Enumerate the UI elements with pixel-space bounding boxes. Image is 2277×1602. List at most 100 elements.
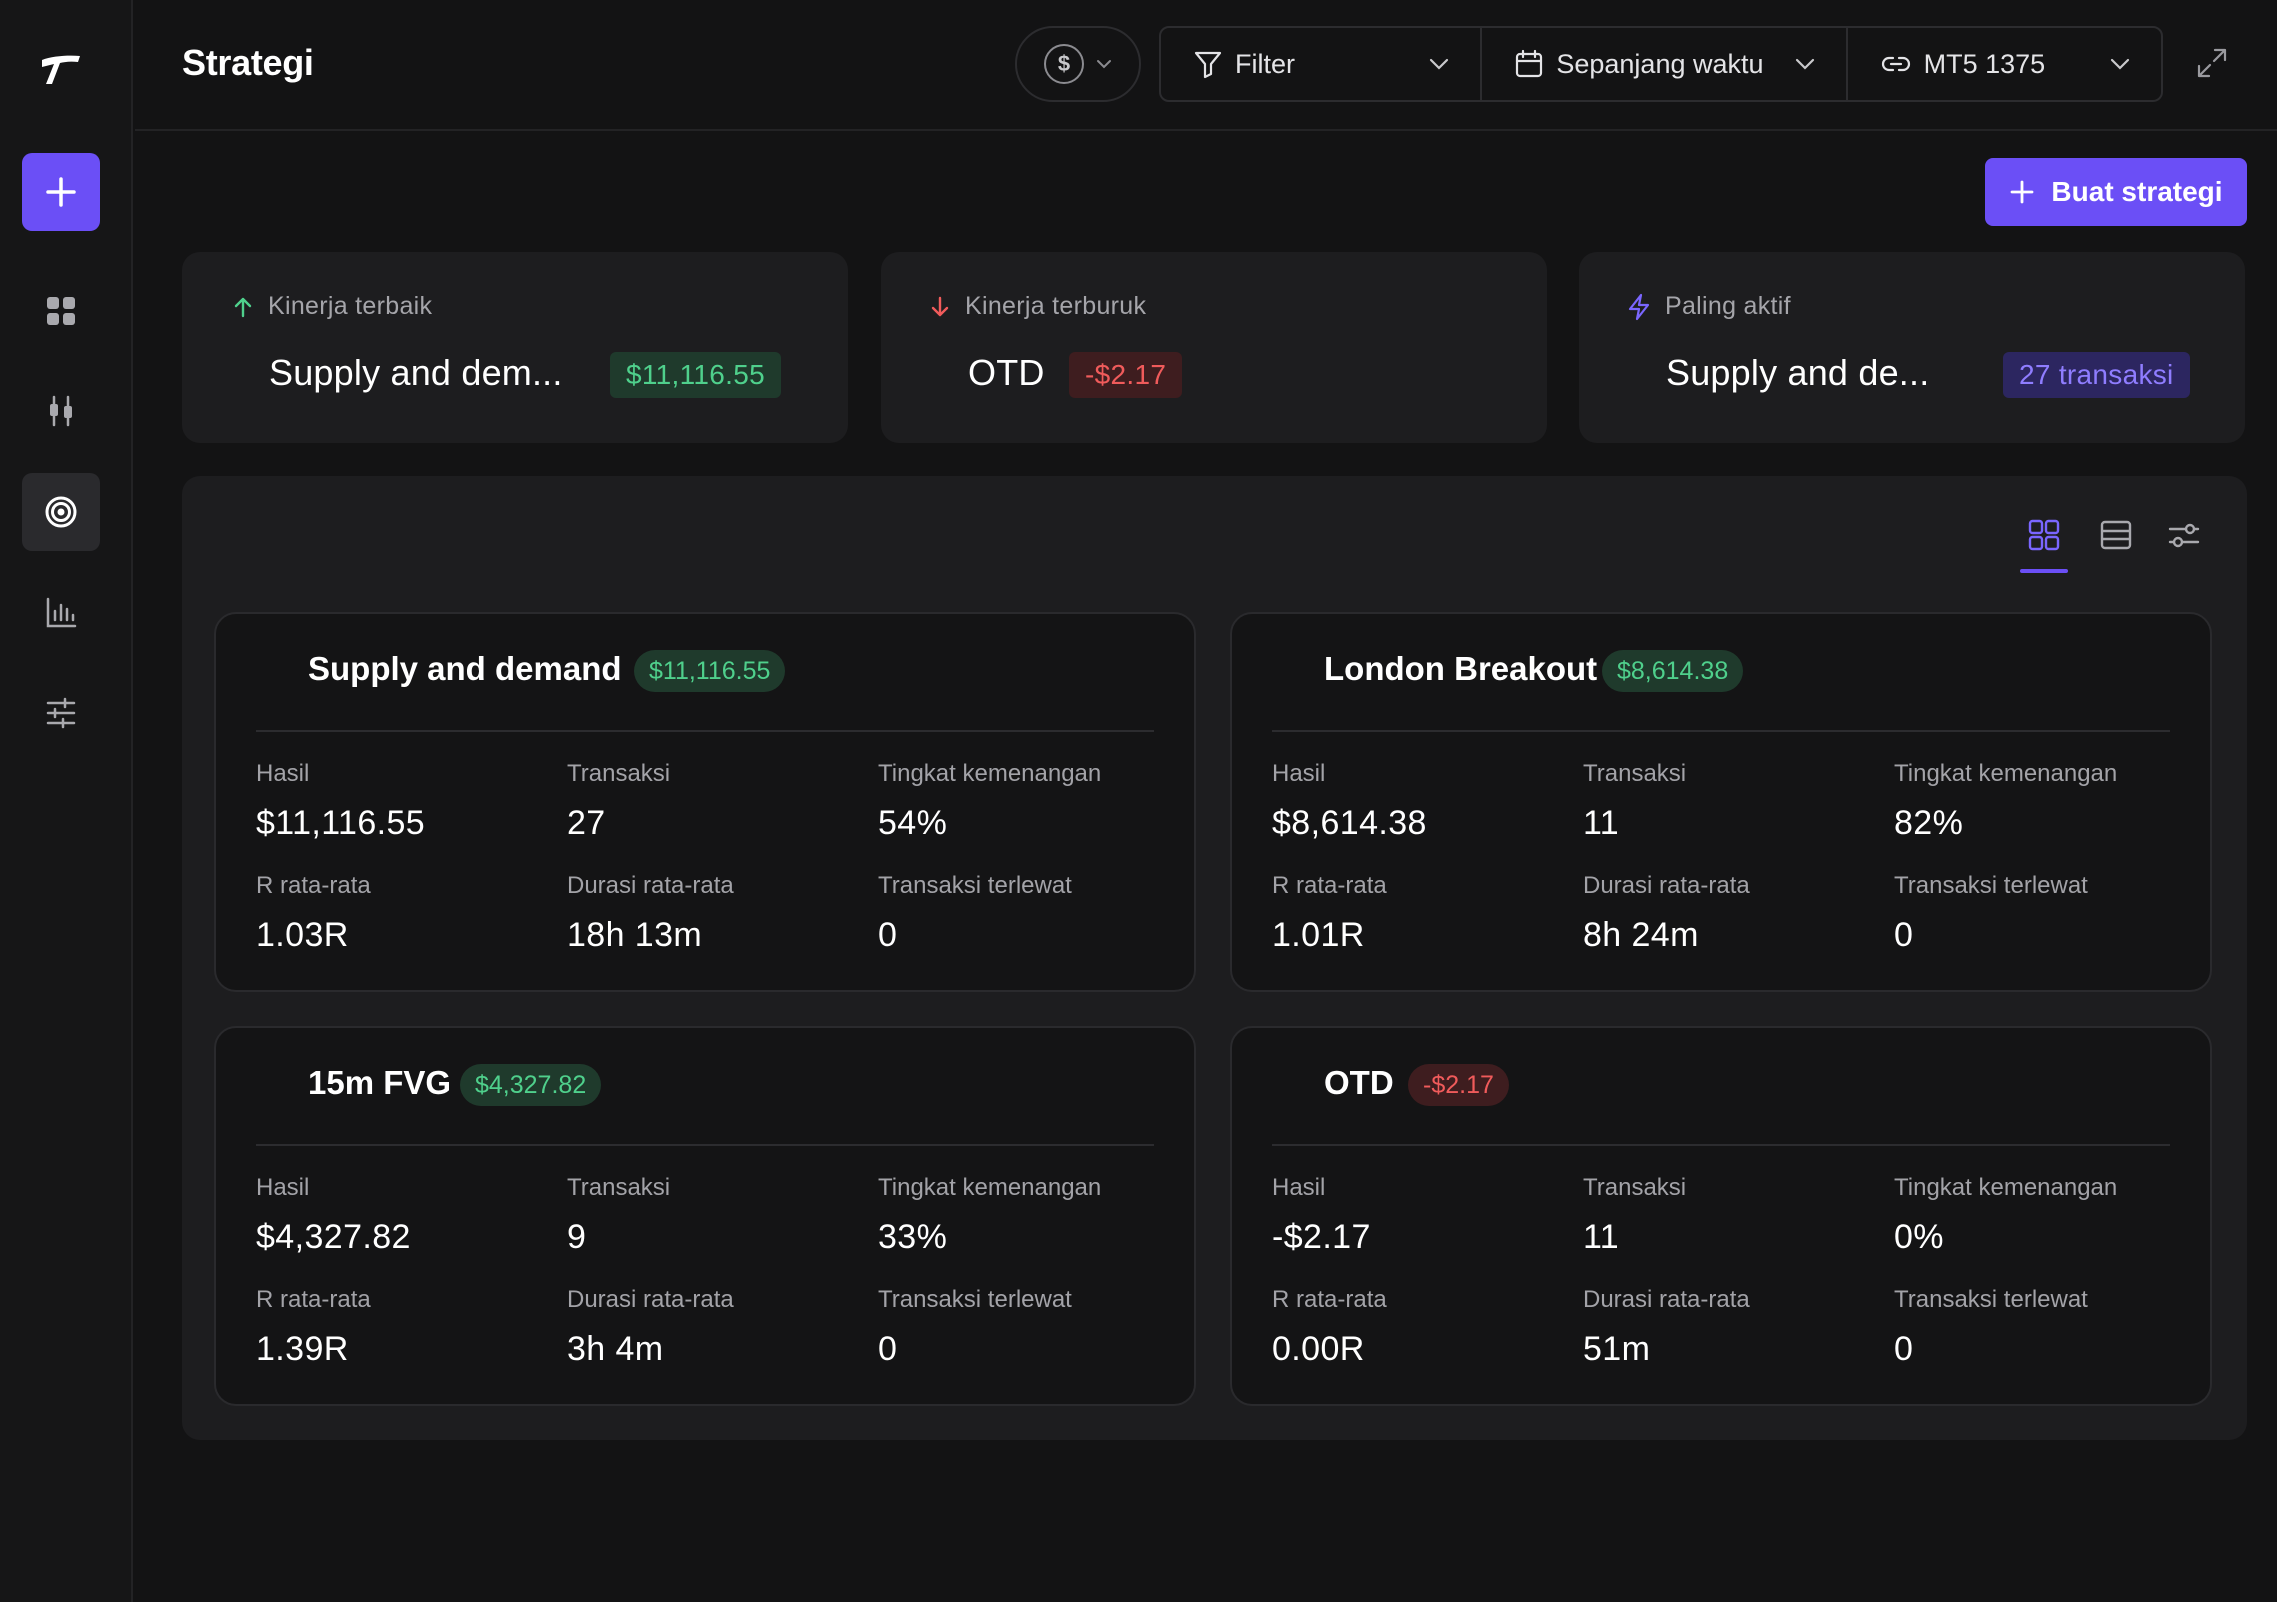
filter-bar: Filter Sepanjang waktu MT5 13	[1159, 26, 2163, 102]
metric-missed-trades: Transaksi terlewat 0	[878, 872, 1072, 954]
card-divider	[256, 730, 1154, 732]
dollar-coin-icon: $	[1044, 44, 1084, 84]
metric-trades: Transaksi 11	[1583, 1174, 1687, 1256]
metric-missed-trades: Transaksi terlewat 0	[878, 1286, 1072, 1368]
sliders-icon	[46, 697, 76, 729]
plus-icon	[2011, 180, 2034, 204]
best-strategy-value: $11,116.55	[610, 352, 781, 398]
best-strategy-name: Supply and dem...	[269, 352, 563, 393]
metric-missed-trades: Transaksi terlewat 0	[1894, 1286, 2088, 1368]
plus-icon	[46, 177, 76, 207]
metric-missed-trades: Transaksi terlewat 0	[1894, 872, 2088, 954]
create-strategy-label: Buat strategi	[2051, 176, 2223, 207]
strategy-pnl-badge: $8,614.38	[1602, 650, 1744, 692]
metric-avg-duration: Durasi rata-rata 3h 4m	[567, 1286, 734, 1368]
strategies-panel: Supply and demand $11,116.55 Hasil $11,1…	[182, 476, 2247, 1440]
strategy-card-london-breakout[interactable]: London Breakout $8,614.38 Hasil $8,614.3…	[1230, 612, 2212, 992]
sidebar-item-strategies[interactable]	[22, 473, 100, 551]
filter-dropdown[interactable]: Filter	[1161, 28, 1480, 100]
arrow-up-icon	[234, 297, 252, 317]
active-view-indicator	[2020, 569, 2068, 573]
most-active-trade-count: 27 transaksi	[2003, 352, 2190, 398]
best-performance-card: Kinerja terbaik Supply and dem... $11,11…	[182, 252, 848, 443]
worst-performance-card: Kinerja terburuk OTD -$2.17	[881, 252, 1547, 443]
create-strategy-button[interactable]: Buat strategi	[1985, 158, 2247, 226]
app-logo[interactable]	[38, 50, 84, 90]
metric-win-rate: Tingkat kemenangan 0%	[1894, 1174, 2118, 1256]
metric-avg-r: R rata-rata 1.01R	[1272, 872, 1387, 954]
most-active-label: Paling aktif	[1665, 292, 1791, 320]
worst-performance-label: Kinerja terburuk	[965, 292, 1147, 320]
card-divider	[1272, 730, 2170, 732]
metric-avg-r: R rata-rata 1.03R	[256, 872, 371, 954]
fullscreen-button[interactable]	[2195, 46, 2229, 85]
page-title: Strategi	[182, 42, 314, 83]
metric-result: Hasil $11,116.55	[256, 760, 426, 842]
most-active-strategy-name: Supply and de...	[1666, 352, 1930, 393]
grid-view-icon	[2028, 519, 2060, 551]
strategy-pnl-badge: $4,327.82	[460, 1064, 602, 1106]
metric-avg-duration: Durasi rata-rata 18h 13m	[567, 872, 734, 954]
table-view-icon	[2100, 520, 2132, 550]
sidebar	[0, 0, 133, 1602]
customize-view-toggle[interactable]	[2159, 510, 2209, 560]
strategy-pnl-badge: -$2.17	[1408, 1064, 1509, 1106]
date-range-dropdown[interactable]: Sepanjang waktu	[1480, 28, 1845, 100]
chevron-down-icon	[2110, 58, 2130, 70]
account-label: MT5 1375	[1923, 48, 2046, 79]
table-view-toggle[interactable]	[2091, 510, 2141, 560]
sidebar-item-dashboard[interactable]	[22, 272, 100, 350]
sidebar-item-settings[interactable]	[22, 674, 100, 752]
strategy-name: 15m FVG	[308, 1064, 452, 1101]
metric-avg-duration: Durasi rata-rata 51m	[1583, 1286, 1750, 1368]
grid-view-toggle[interactable]	[2019, 510, 2069, 560]
metric-result: Hasil -$2.17	[1272, 1174, 1371, 1256]
strategy-card-15m-fvg[interactable]: 15m FVG $4,327.82 Hasil $4,327.82 Transa…	[214, 1026, 1196, 1406]
metric-result: Hasil $8,614.38	[1272, 760, 1427, 842]
logo-icon	[42, 55, 80, 84]
lightning-icon	[1628, 293, 1650, 320]
strategy-card-otd[interactable]: OTD -$2.17 Hasil -$2.17 Transaksi 11 Tin…	[1230, 1026, 2212, 1406]
strategy-name: Supply and demand	[308, 650, 622, 687]
most-active-card: Paling aktif Supply and de... 27 transak…	[1579, 252, 2245, 443]
metric-trades: Transaksi 9	[567, 1174, 671, 1256]
toggle-settings-icon	[2168, 523, 2200, 548]
expand-icon	[2197, 48, 2227, 78]
filter-icon	[1194, 51, 1222, 79]
card-divider	[1272, 1144, 2170, 1146]
strategy-pnl-badge: $11,116.55	[634, 650, 786, 692]
worst-strategy-name: OTD	[968, 352, 1045, 393]
strategy-name: OTD	[1324, 1064, 1394, 1101]
metric-trades: Transaksi 11	[1583, 760, 1687, 842]
chevron-down-icon	[1430, 58, 1449, 70]
date-range-label: Sepanjang waktu	[1556, 48, 1764, 79]
strategy-name: London Breakout	[1324, 650, 1598, 687]
metric-avg-duration: Durasi rata-rata 8h 24m	[1583, 872, 1750, 954]
currency-selector[interactable]: $	[1015, 26, 1141, 102]
chevron-down-icon	[1795, 58, 1814, 70]
metric-result: Hasil $4,327.82	[256, 1174, 411, 1256]
sidebar-item-reports[interactable]	[22, 574, 100, 652]
account-dropdown[interactable]: MT5 1375	[1845, 28, 2161, 100]
metric-avg-r: R rata-rata 0.00R	[1272, 1286, 1387, 1368]
metric-avg-r: R rata-rata 1.39R	[256, 1286, 371, 1368]
target-icon	[45, 496, 77, 528]
bar-chart-icon	[46, 597, 77, 628]
chevron-down-icon	[1097, 60, 1111, 69]
sidebar-item-trades[interactable]	[22, 372, 100, 450]
candlestick-icon	[50, 395, 72, 427]
quick-add-button[interactable]	[22, 153, 100, 231]
filter-label: Filter	[1235, 48, 1295, 79]
top-header: Strategi $ Filter S	[135, 0, 2277, 131]
metric-win-rate: Tingkat kemenangan 82%	[1894, 760, 2118, 842]
metric-win-rate: Tingkat kemenangan 54%	[878, 760, 1102, 842]
metric-win-rate: Tingkat kemenangan 33%	[878, 1174, 1102, 1256]
strategy-card-supply-and-demand[interactable]: Supply and demand $11,116.55 Hasil $11,1…	[214, 612, 1196, 992]
worst-strategy-value: -$2.17	[1069, 352, 1183, 398]
grid-icon	[47, 297, 75, 325]
best-performance-label: Kinerja terbaik	[268, 292, 433, 320]
arrow-down-icon	[931, 296, 949, 316]
metric-trades: Transaksi 27	[567, 760, 671, 842]
card-divider	[256, 1144, 1154, 1146]
